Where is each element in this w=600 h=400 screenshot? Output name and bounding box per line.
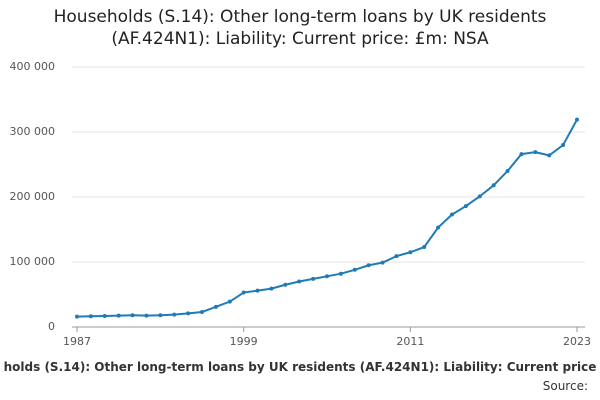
point bbox=[172, 312, 177, 317]
point bbox=[352, 267, 357, 272]
point bbox=[575, 117, 579, 122]
point bbox=[283, 282, 288, 287]
point bbox=[491, 183, 496, 188]
point bbox=[325, 274, 329, 279]
point bbox=[394, 254, 399, 259]
point bbox=[75, 314, 79, 319]
x-tick-label: 2023 bbox=[563, 335, 591, 348]
point bbox=[505, 169, 510, 173]
point bbox=[130, 313, 135, 318]
y-tick-label: 100 000 bbox=[10, 255, 56, 268]
point bbox=[561, 143, 566, 147]
chart-title: Households (S.14): Other long-term loans… bbox=[53, 7, 547, 49]
caption: holds (S.14): Other long-term loans by U… bbox=[3, 360, 597, 374]
x-tick-label: 1999 bbox=[230, 335, 258, 348]
point bbox=[269, 286, 274, 291]
point bbox=[144, 313, 149, 318]
point bbox=[463, 204, 468, 209]
source: Source: bbox=[542, 379, 588, 393]
point bbox=[311, 276, 316, 281]
point bbox=[241, 290, 246, 295]
point bbox=[186, 311, 191, 316]
point bbox=[408, 250, 413, 255]
point bbox=[547, 153, 552, 158]
point bbox=[450, 212, 454, 217]
point bbox=[477, 194, 482, 199]
y-tick-label: 200 000 bbox=[10, 190, 56, 203]
x-tick-label: 2011 bbox=[396, 335, 424, 348]
point bbox=[88, 314, 93, 319]
point bbox=[200, 310, 204, 315]
point bbox=[533, 150, 538, 155]
point bbox=[227, 299, 232, 304]
point bbox=[297, 279, 302, 284]
y-tick-label: 400 000 bbox=[10, 60, 56, 73]
point bbox=[255, 288, 260, 293]
point bbox=[338, 271, 343, 276]
point bbox=[116, 313, 121, 318]
point bbox=[158, 313, 163, 318]
y-tick-label: 0 bbox=[48, 320, 55, 333]
point bbox=[380, 260, 385, 265]
point bbox=[519, 152, 524, 157]
point bbox=[102, 313, 107, 318]
line bbox=[76, 119, 578, 318]
point bbox=[436, 225, 441, 230]
x-tick-label: 1987 bbox=[63, 335, 91, 348]
y-tick-label: 300 000 bbox=[10, 125, 56, 138]
point bbox=[422, 245, 427, 250]
point bbox=[213, 304, 218, 309]
point bbox=[366, 263, 371, 268]
